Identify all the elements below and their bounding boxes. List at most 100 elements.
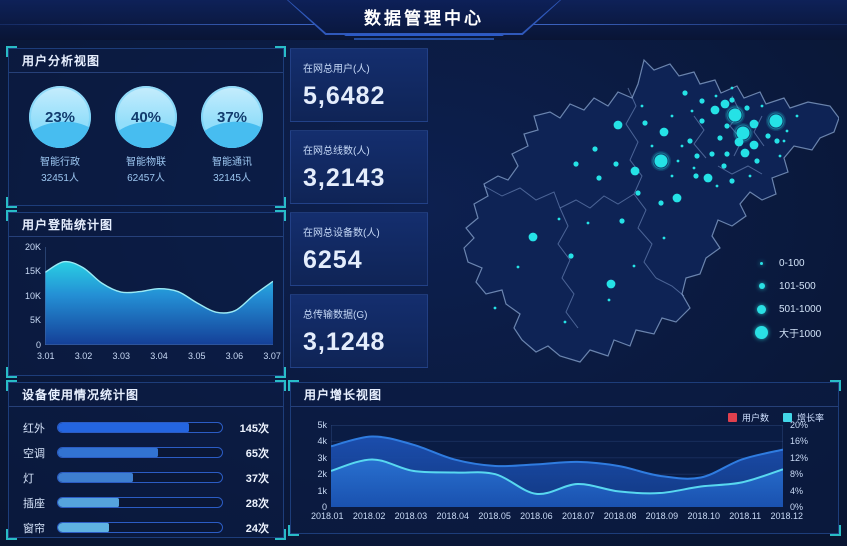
- map-dot: [670, 114, 674, 118]
- bar-fill: [58, 523, 109, 532]
- map-dot: [715, 184, 719, 188]
- map-dot: [493, 306, 497, 310]
- gauge-count: 32451人: [41, 172, 79, 184]
- gauge-row: 23% 智能行政 32451人 40% 智能物联 62457人 37% 智能通讯 32…: [9, 73, 283, 186]
- map-dot: [785, 129, 789, 133]
- map-dot: [703, 173, 713, 183]
- panel-corner: [6, 380, 17, 391]
- map-dot: [729, 178, 735, 184]
- kpi-card-users: 在网总用户(人) 5,6482: [290, 48, 428, 122]
- panel-title: 用户分析视图: [9, 49, 283, 73]
- map-dot: [769, 114, 783, 128]
- y-axis-left-label: 1k: [317, 486, 327, 496]
- map-legend-item: 101-500: [754, 279, 821, 293]
- map-dot: [640, 104, 644, 108]
- liquid-gauge-circle: 37%: [201, 86, 263, 148]
- y-axis-right-label: 8%: [790, 469, 804, 479]
- map-dot: [795, 114, 799, 118]
- gauge-percent: 23%: [44, 108, 76, 126]
- bar-track: [57, 447, 223, 458]
- map-dot: [765, 133, 771, 139]
- x-axis-label: 2018.08: [603, 511, 637, 521]
- panel-corner: [288, 525, 299, 536]
- y-axis-left-label: 0: [321, 502, 327, 512]
- legend-dot-icon: [758, 283, 765, 289]
- map-dot: [717, 135, 723, 141]
- province-map: 0-100 101-500 501-1000 大于1000: [432, 46, 840, 376]
- legend-label: 用户数: [741, 413, 769, 423]
- bar-label: 灯: [23, 472, 34, 485]
- y-axis-right-label: 4%: [790, 486, 804, 496]
- panel-corner: [830, 525, 841, 536]
- x-axis-label: 2018.01: [311, 511, 344, 521]
- bar-value: 37次: [245, 472, 269, 485]
- panel-corner: [6, 529, 17, 540]
- liquid-gauge-circle: 40%: [115, 86, 177, 148]
- x-axis-label: 3.07: [263, 351, 281, 361]
- x-axis-label: 2018.10: [687, 511, 720, 521]
- bar-label: 窗帘: [23, 522, 45, 535]
- map-dot: [749, 140, 759, 150]
- bar-row: 红外 145次: [23, 420, 269, 435]
- x-axis-label: 3.05: [187, 351, 206, 361]
- map-dot: [682, 90, 688, 96]
- header-underline-2: [354, 38, 494, 40]
- bar-track: [57, 497, 223, 508]
- map-dot: [709, 151, 715, 157]
- legend-item-users[interactable]: 用户数: [727, 411, 769, 424]
- map-dot: [670, 174, 674, 178]
- panel-title: 用户登陆统计图: [9, 213, 283, 237]
- x-axis-label: 2018.09: [645, 511, 679, 521]
- map-dot: [592, 146, 598, 152]
- y-axis-left-label: 2k: [317, 469, 327, 479]
- map-dot: [690, 109, 694, 113]
- login-line-series: [45, 262, 273, 313]
- panel-login-stats: 用户登陆统计图 20K 15K 10K 5K 0 3.01 3.02 3.03 …: [6, 210, 286, 378]
- map-dot: [744, 105, 750, 111]
- legend-item-growth-rate[interactable]: 增长率: [782, 411, 824, 424]
- panel-corner: [275, 46, 286, 57]
- map-dot: [724, 123, 730, 129]
- series-growth-rate-area: [331, 459, 783, 507]
- map-dot: [557, 217, 561, 221]
- panel-device-usage: 设备使用情况统计图 红外 145次 空调 65次 灯 37次 插座 28次 窗帘…: [6, 380, 286, 540]
- bar-track: [57, 422, 223, 433]
- map-dot: [720, 99, 730, 109]
- panel-corner: [275, 197, 286, 208]
- panel-corner: [275, 210, 286, 221]
- title-trapezoid-inner: 数据管理中心: [288, 0, 560, 33]
- map-dot: [672, 193, 682, 203]
- y-axis-left-label: 5k: [317, 420, 327, 430]
- bar-value: 145次: [239, 422, 269, 435]
- map-dot: [699, 118, 705, 124]
- growth-x-axis-labels: 2018.01 2018.02 2018.03 2018.04 2018.05 …: [311, 511, 803, 521]
- x-axis-label: 2018.07: [561, 511, 595, 521]
- y-axis-left-label: 4k: [317, 436, 327, 446]
- legend-label: 0-100: [779, 257, 805, 269]
- map-dot: [729, 97, 735, 103]
- map-dot: [654, 154, 668, 168]
- y-axis-label: 20K: [24, 242, 41, 252]
- gauge-label: 智能物联: [126, 157, 166, 168]
- x-axis-label: 2018.12: [770, 511, 803, 521]
- map-dot: [596, 175, 602, 181]
- login-area-series: [45, 261, 273, 345]
- x-axis-label: 2018.11: [729, 511, 762, 521]
- liquid-gauge-circle: 23%: [29, 86, 91, 148]
- map-dot: [586, 221, 590, 225]
- kpi-card-lines: 在网总线数(人) 3,2143: [290, 130, 428, 204]
- map-legend-item: 0-100: [754, 256, 821, 270]
- x-axis-label: 2018.02: [352, 511, 386, 521]
- map-dot: [748, 174, 752, 178]
- map-dot: [630, 166, 640, 176]
- panel-corner: [6, 210, 17, 221]
- bar-fill: [58, 473, 134, 482]
- x-axis-label: 2018.05: [478, 511, 511, 521]
- bar-row: 插座 28次: [23, 495, 269, 510]
- map-dot: [635, 190, 641, 196]
- map-dot: [749, 119, 759, 129]
- map-dot: [619, 218, 625, 224]
- map-dot: [650, 144, 654, 148]
- map-dot: [516, 265, 520, 269]
- panel-corner: [288, 380, 299, 391]
